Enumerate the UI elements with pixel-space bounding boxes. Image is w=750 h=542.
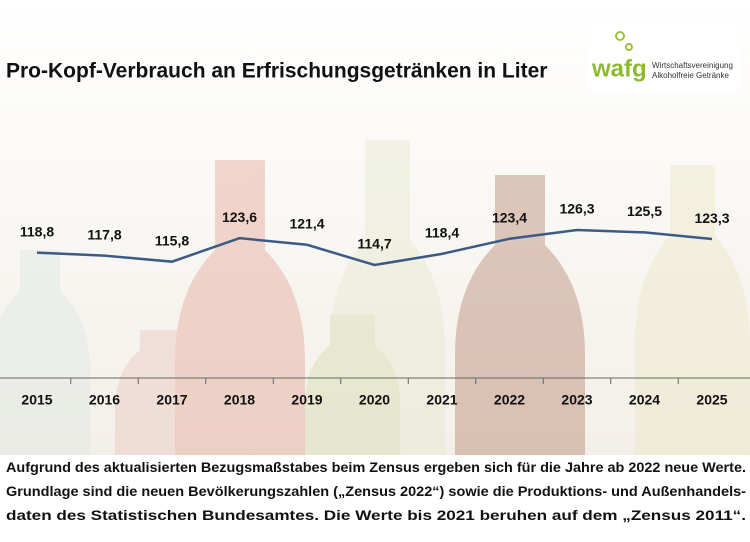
data-label: 115,8 xyxy=(155,232,189,248)
logo-mark: wafg xyxy=(591,55,647,82)
data-label: 118,8 xyxy=(20,223,54,239)
chart-title: Pro-Kopf-Verbrauch an Erfrischungsgeträn… xyxy=(6,60,547,83)
line xyxy=(36,228,713,267)
data-label: 117,8 xyxy=(87,226,121,242)
note-line: Aufgrund des aktualisierten Bezugsmaßsta… xyxy=(6,460,746,476)
x-tick-label: 2025 xyxy=(696,392,727,408)
x-tick-label: 2016 xyxy=(89,392,120,408)
x-tick-label: 2023 xyxy=(561,392,592,408)
bottles xyxy=(0,140,750,460)
logo-box xyxy=(588,25,740,91)
data-label: 123,6 xyxy=(222,209,257,225)
x-tick-label: 2017 xyxy=(156,392,187,408)
note: Aufgrund des aktualisierten Bezugsmaßsta… xyxy=(6,460,746,524)
data-label: 118,4 xyxy=(425,225,459,241)
note-line: daten des Statistischen Bundesamtes. Die… xyxy=(6,508,746,524)
logo-bubble xyxy=(625,43,633,51)
data-label: 114,7 xyxy=(357,236,391,252)
data-label: 125,5 xyxy=(627,203,662,219)
logo-bubble xyxy=(615,31,625,41)
logo-text: Alkoholfreie Getränke xyxy=(652,71,729,80)
x-tick-label: 2015 xyxy=(21,392,52,408)
data-label: 121,4 xyxy=(289,215,324,231)
data-label: 123,4 xyxy=(492,209,527,225)
x-tick-label: 2019 xyxy=(291,392,322,408)
x-tick-label: 2022 xyxy=(494,392,525,408)
x-tick-label: 2018 xyxy=(224,392,255,408)
note-background xyxy=(0,455,750,542)
data-label: 126,3 xyxy=(559,201,594,217)
x-tick-label: 2024 xyxy=(629,392,660,408)
x-tick-label: 2021 xyxy=(426,392,457,408)
logo-text: Wirtschaftsvereinigung xyxy=(652,61,733,70)
note-line: Grundlage sind die neuen Bevölkerungszah… xyxy=(6,484,746,500)
data-label: 123,3 xyxy=(694,210,729,226)
x-tick-label: 2020 xyxy=(359,392,390,408)
